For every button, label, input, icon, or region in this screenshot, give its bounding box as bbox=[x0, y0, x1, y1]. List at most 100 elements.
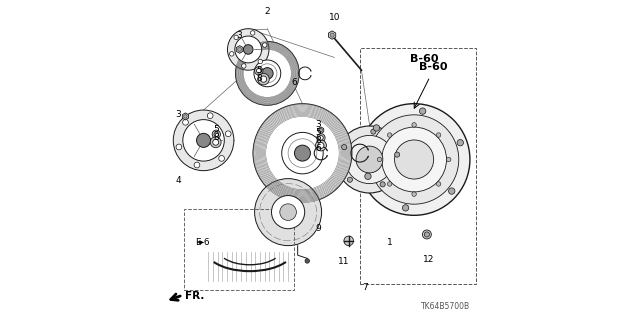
Circle shape bbox=[457, 139, 463, 146]
Circle shape bbox=[184, 115, 187, 118]
Text: 5: 5 bbox=[316, 128, 321, 137]
Circle shape bbox=[371, 129, 376, 134]
Circle shape bbox=[369, 115, 459, 204]
Circle shape bbox=[436, 182, 441, 186]
Text: FR.: FR. bbox=[185, 291, 204, 301]
Text: 3: 3 bbox=[237, 31, 243, 40]
Text: TK64B5700B: TK64B5700B bbox=[421, 302, 470, 311]
Circle shape bbox=[258, 73, 269, 85]
Circle shape bbox=[424, 232, 429, 237]
Text: 3: 3 bbox=[316, 120, 321, 129]
Circle shape bbox=[236, 41, 300, 105]
Circle shape bbox=[387, 182, 392, 186]
Circle shape bbox=[318, 143, 324, 148]
Polygon shape bbox=[328, 31, 336, 39]
Circle shape bbox=[412, 122, 417, 127]
Text: E-6: E-6 bbox=[195, 238, 209, 247]
Circle shape bbox=[436, 133, 441, 137]
Circle shape bbox=[348, 177, 353, 182]
Circle shape bbox=[344, 236, 353, 246]
Text: 6: 6 bbox=[292, 78, 298, 87]
Text: B-60: B-60 bbox=[419, 62, 447, 72]
Circle shape bbox=[403, 205, 409, 211]
Text: 2: 2 bbox=[264, 7, 270, 16]
Circle shape bbox=[412, 192, 417, 196]
Circle shape bbox=[235, 36, 262, 63]
Circle shape bbox=[419, 108, 426, 114]
Circle shape bbox=[317, 134, 325, 142]
Circle shape bbox=[207, 113, 213, 119]
Circle shape bbox=[319, 136, 323, 140]
Circle shape bbox=[243, 45, 253, 54]
Text: 12: 12 bbox=[423, 256, 434, 264]
Bar bbox=[184, 209, 294, 290]
Polygon shape bbox=[182, 113, 188, 120]
Circle shape bbox=[227, 29, 269, 70]
Circle shape bbox=[241, 64, 246, 68]
Circle shape bbox=[211, 137, 221, 148]
Text: 10: 10 bbox=[328, 13, 340, 22]
Circle shape bbox=[182, 119, 188, 125]
Circle shape bbox=[422, 230, 431, 239]
Circle shape bbox=[342, 145, 347, 150]
Circle shape bbox=[294, 145, 310, 161]
Circle shape bbox=[449, 188, 455, 194]
Circle shape bbox=[196, 133, 211, 147]
Text: 11: 11 bbox=[338, 257, 349, 266]
Circle shape bbox=[225, 131, 231, 137]
Circle shape bbox=[173, 110, 234, 171]
Text: 9: 9 bbox=[316, 224, 321, 233]
Circle shape bbox=[234, 35, 238, 40]
Circle shape bbox=[336, 126, 403, 193]
Circle shape bbox=[237, 48, 241, 51]
Circle shape bbox=[381, 127, 447, 192]
Circle shape bbox=[305, 259, 310, 263]
Circle shape bbox=[395, 140, 434, 179]
Circle shape bbox=[395, 152, 400, 157]
Text: 5: 5 bbox=[256, 66, 262, 75]
Circle shape bbox=[255, 179, 321, 246]
Circle shape bbox=[260, 76, 267, 82]
Circle shape bbox=[194, 162, 200, 168]
Text: 1: 1 bbox=[387, 238, 393, 247]
Text: 8: 8 bbox=[256, 74, 262, 83]
Circle shape bbox=[282, 132, 323, 174]
Circle shape bbox=[346, 135, 394, 184]
Circle shape bbox=[271, 196, 305, 229]
Circle shape bbox=[253, 104, 352, 203]
Polygon shape bbox=[236, 46, 243, 53]
Text: 4: 4 bbox=[175, 176, 181, 185]
Text: 6: 6 bbox=[316, 144, 321, 153]
Circle shape bbox=[254, 60, 281, 87]
Circle shape bbox=[212, 130, 220, 138]
Circle shape bbox=[250, 31, 255, 35]
Circle shape bbox=[176, 144, 182, 150]
Bar bbox=[360, 48, 476, 284]
Circle shape bbox=[257, 69, 261, 73]
Text: 5: 5 bbox=[214, 125, 219, 134]
Circle shape bbox=[356, 146, 383, 173]
Circle shape bbox=[316, 140, 326, 151]
Circle shape bbox=[319, 129, 323, 132]
Circle shape bbox=[365, 173, 371, 180]
Circle shape bbox=[387, 133, 392, 137]
Text: 3: 3 bbox=[175, 110, 181, 119]
Text: 8: 8 bbox=[316, 136, 321, 145]
Circle shape bbox=[258, 59, 262, 64]
Circle shape bbox=[262, 68, 273, 79]
Circle shape bbox=[214, 132, 219, 137]
Circle shape bbox=[230, 52, 234, 56]
Circle shape bbox=[447, 157, 451, 162]
Text: B-60: B-60 bbox=[410, 54, 438, 64]
Circle shape bbox=[212, 139, 219, 145]
Circle shape bbox=[377, 157, 381, 162]
Circle shape bbox=[373, 125, 380, 131]
Text: 7: 7 bbox=[362, 283, 367, 292]
Circle shape bbox=[183, 120, 224, 161]
Circle shape bbox=[280, 204, 296, 220]
Polygon shape bbox=[318, 127, 324, 133]
Circle shape bbox=[255, 67, 263, 75]
Circle shape bbox=[330, 33, 334, 37]
Text: 8: 8 bbox=[214, 133, 219, 142]
Circle shape bbox=[380, 182, 385, 187]
